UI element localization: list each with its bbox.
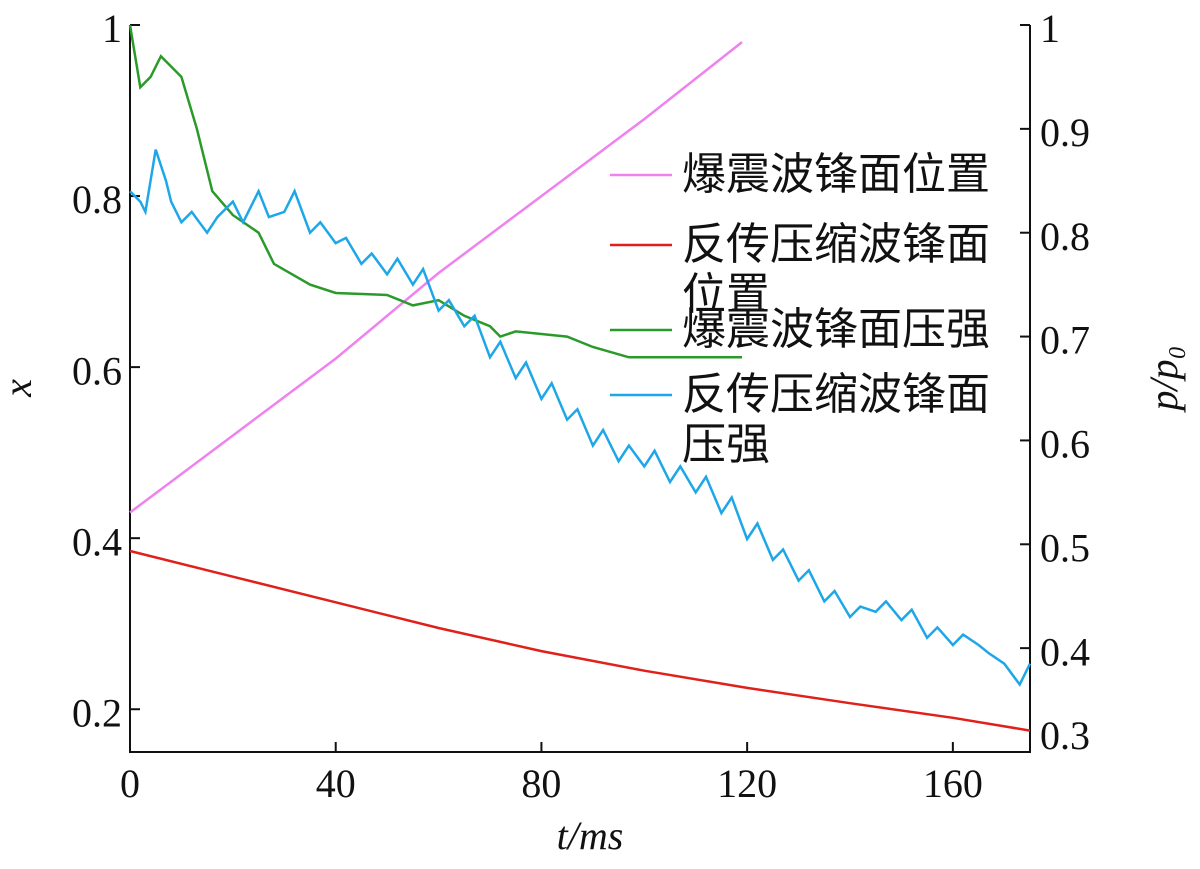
y-tick-label: 0.6	[72, 348, 122, 393]
y2-tick-label: 1	[1040, 6, 1060, 51]
axes-frame	[129, 25, 1031, 753]
series-line	[129, 149, 1032, 687]
y2-tick-label: 0.8	[1040, 214, 1090, 259]
x-tick-label: 0	[120, 761, 140, 806]
y2-axis-label: p/p₀	[1141, 345, 1186, 413]
series-line	[129, 549, 1031, 732]
x-axis-label: t/ms	[557, 813, 624, 858]
y2-tick-label: 0.9	[1040, 110, 1090, 155]
y-axis-label: x	[0, 379, 40, 398]
legend-label: 爆震波锋面位置	[682, 149, 990, 200]
legend-label: 反传压缩波锋面位置	[682, 219, 990, 320]
y2-tick-label: 0.5	[1040, 525, 1090, 570]
y-tick-label: 1	[102, 6, 122, 51]
y2-tick-label: 0.7	[1040, 318, 1090, 363]
y2-tick-label: 0.6	[1040, 422, 1090, 467]
x-tick-label: 120	[717, 761, 777, 806]
x-tick-label: 40	[316, 761, 356, 806]
series-line	[129, 41, 743, 514]
legend-label: 反传压缩波锋面压强	[682, 369, 990, 470]
legend-label: 爆震波锋面压强	[682, 304, 990, 355]
y2-tick-label: 0.4	[1040, 629, 1090, 674]
y-tick-label: 0.2	[72, 690, 122, 735]
y-tick-label: 0.8	[72, 177, 122, 222]
series-line	[128, 24, 742, 359]
x-tick-label: 160	[923, 761, 983, 806]
x-tick-label: 80	[521, 761, 561, 806]
y2-tick-label: 0.3	[1040, 713, 1090, 758]
y-tick-label: 0.4	[72, 519, 122, 564]
